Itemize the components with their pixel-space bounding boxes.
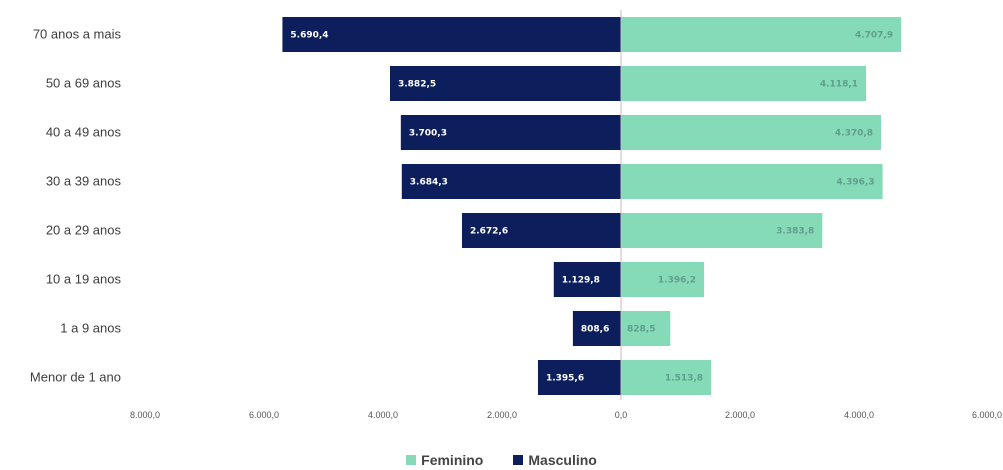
bar-masculino: [553, 262, 621, 297]
data-label-masculino: 2.672,6: [470, 227, 508, 237]
data-label-feminino: 1.396,2: [658, 276, 696, 286]
data-label-feminino: 1.513,8: [665, 374, 703, 384]
legend-label-masculino: Masculino: [528, 452, 597, 468]
data-label-masculino: 5.690,4: [290, 31, 328, 41]
data-label-masculino: 3.684,3: [410, 178, 448, 188]
bar-masculino: [401, 164, 621, 199]
x-tick-label: 6.000,0: [972, 410, 1002, 420]
bar-feminino: [621, 311, 671, 346]
bar-feminino: [621, 164, 883, 199]
bar-feminino: [621, 66, 867, 101]
data-label-masculino: 3.700,3: [409, 129, 447, 139]
legend-swatch-feminino: [406, 455, 417, 465]
category-label: 70 anos a mais: [33, 27, 122, 42]
x-tick-label: 2.000,0: [725, 410, 755, 420]
x-tick-label: 8.000,0: [130, 410, 160, 420]
bar-feminino: [621, 262, 705, 297]
bar-masculino: [572, 311, 621, 346]
data-label-feminino: 4.118,1: [820, 80, 858, 90]
bar-masculino: [537, 360, 621, 395]
bar-masculino: [389, 66, 621, 101]
bar-masculino: [282, 17, 621, 52]
data-label-feminino: 3.383,8: [776, 227, 814, 237]
category-label: 20 a 29 anos: [46, 223, 122, 238]
legend-swatch-masculino: [513, 455, 524, 465]
bar-masculino: [400, 115, 621, 150]
chart-legend: Feminino Masculino: [0, 451, 1003, 469]
x-tick-label: 6.000,0: [249, 410, 279, 420]
x-tick-label: 2.000,0: [487, 410, 517, 420]
legend-item-masculino: Masculino: [513, 452, 597, 468]
category-label: 50 a 69 anos: [46, 76, 122, 91]
legend-label-feminino: Feminino: [421, 452, 484, 468]
bar-masculino: [461, 213, 621, 248]
data-label-masculino: 808,6: [581, 325, 609, 335]
bar-feminino: [621, 213, 823, 248]
x-tick-label: 4.000,0: [844, 410, 874, 420]
bar-feminino: [621, 360, 712, 395]
category-label: 40 a 49 anos: [46, 125, 122, 140]
category-label: 10 a 19 anos: [46, 272, 122, 287]
data-label-feminino: 828,5: [627, 325, 655, 335]
data-label-feminino: 4.396,3: [836, 178, 874, 188]
category-label: 1 a 9 anos: [60, 321, 121, 336]
data-label-masculino: 3.882,5: [398, 80, 436, 90]
data-label-feminino: 4.370,8: [835, 129, 873, 139]
bar-feminino: [621, 115, 882, 150]
data-label-masculino: 1.129,8: [562, 276, 600, 286]
x-tick-label: 4.000,0: [368, 410, 398, 420]
data-label-masculino: 1.395,6: [546, 374, 584, 384]
data-label-feminino: 4.707,9: [855, 31, 893, 41]
category-label: Menor de 1 ano: [30, 370, 121, 385]
bar-feminino: [621, 17, 902, 52]
x-tick-label: 0,0: [615, 410, 628, 420]
legend-item-feminino: Feminino: [406, 452, 483, 468]
category-label: 30 a 39 anos: [46, 174, 122, 189]
